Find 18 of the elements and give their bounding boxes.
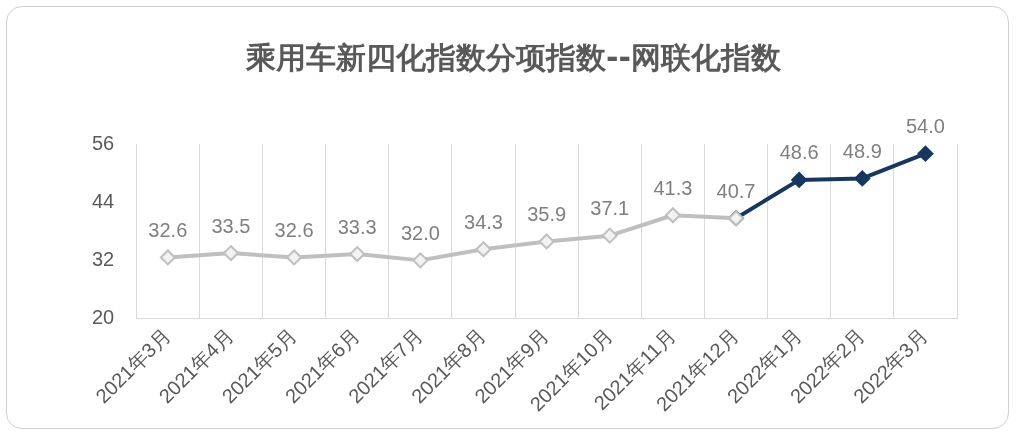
data-label: 41.3 [653,176,693,199]
data-label: 32.6 [274,218,314,241]
data-label: 40.7 [716,179,756,202]
data-label: 54.0 [905,115,945,138]
chart-title: 乘用车新四化指数分项指数--网联化指数 [245,39,782,75]
data-label: 35.9 [527,202,567,225]
data-label: 34.3 [464,210,503,233]
data-label: 48.6 [779,141,819,164]
y-tick-label: 32 [92,247,115,270]
data-label: 32.6 [148,218,188,241]
data-label: 33.3 [337,215,377,238]
data-label: 48.9 [842,139,882,162]
y-tick-label: 56 [92,131,115,154]
y-tick-label: 20 [92,306,115,329]
y-tick-label: 44 [92,189,115,212]
data-label: 32.0 [400,221,440,244]
data-label: 33.5 [211,214,251,237]
data-label: 37.1 [590,197,630,220]
